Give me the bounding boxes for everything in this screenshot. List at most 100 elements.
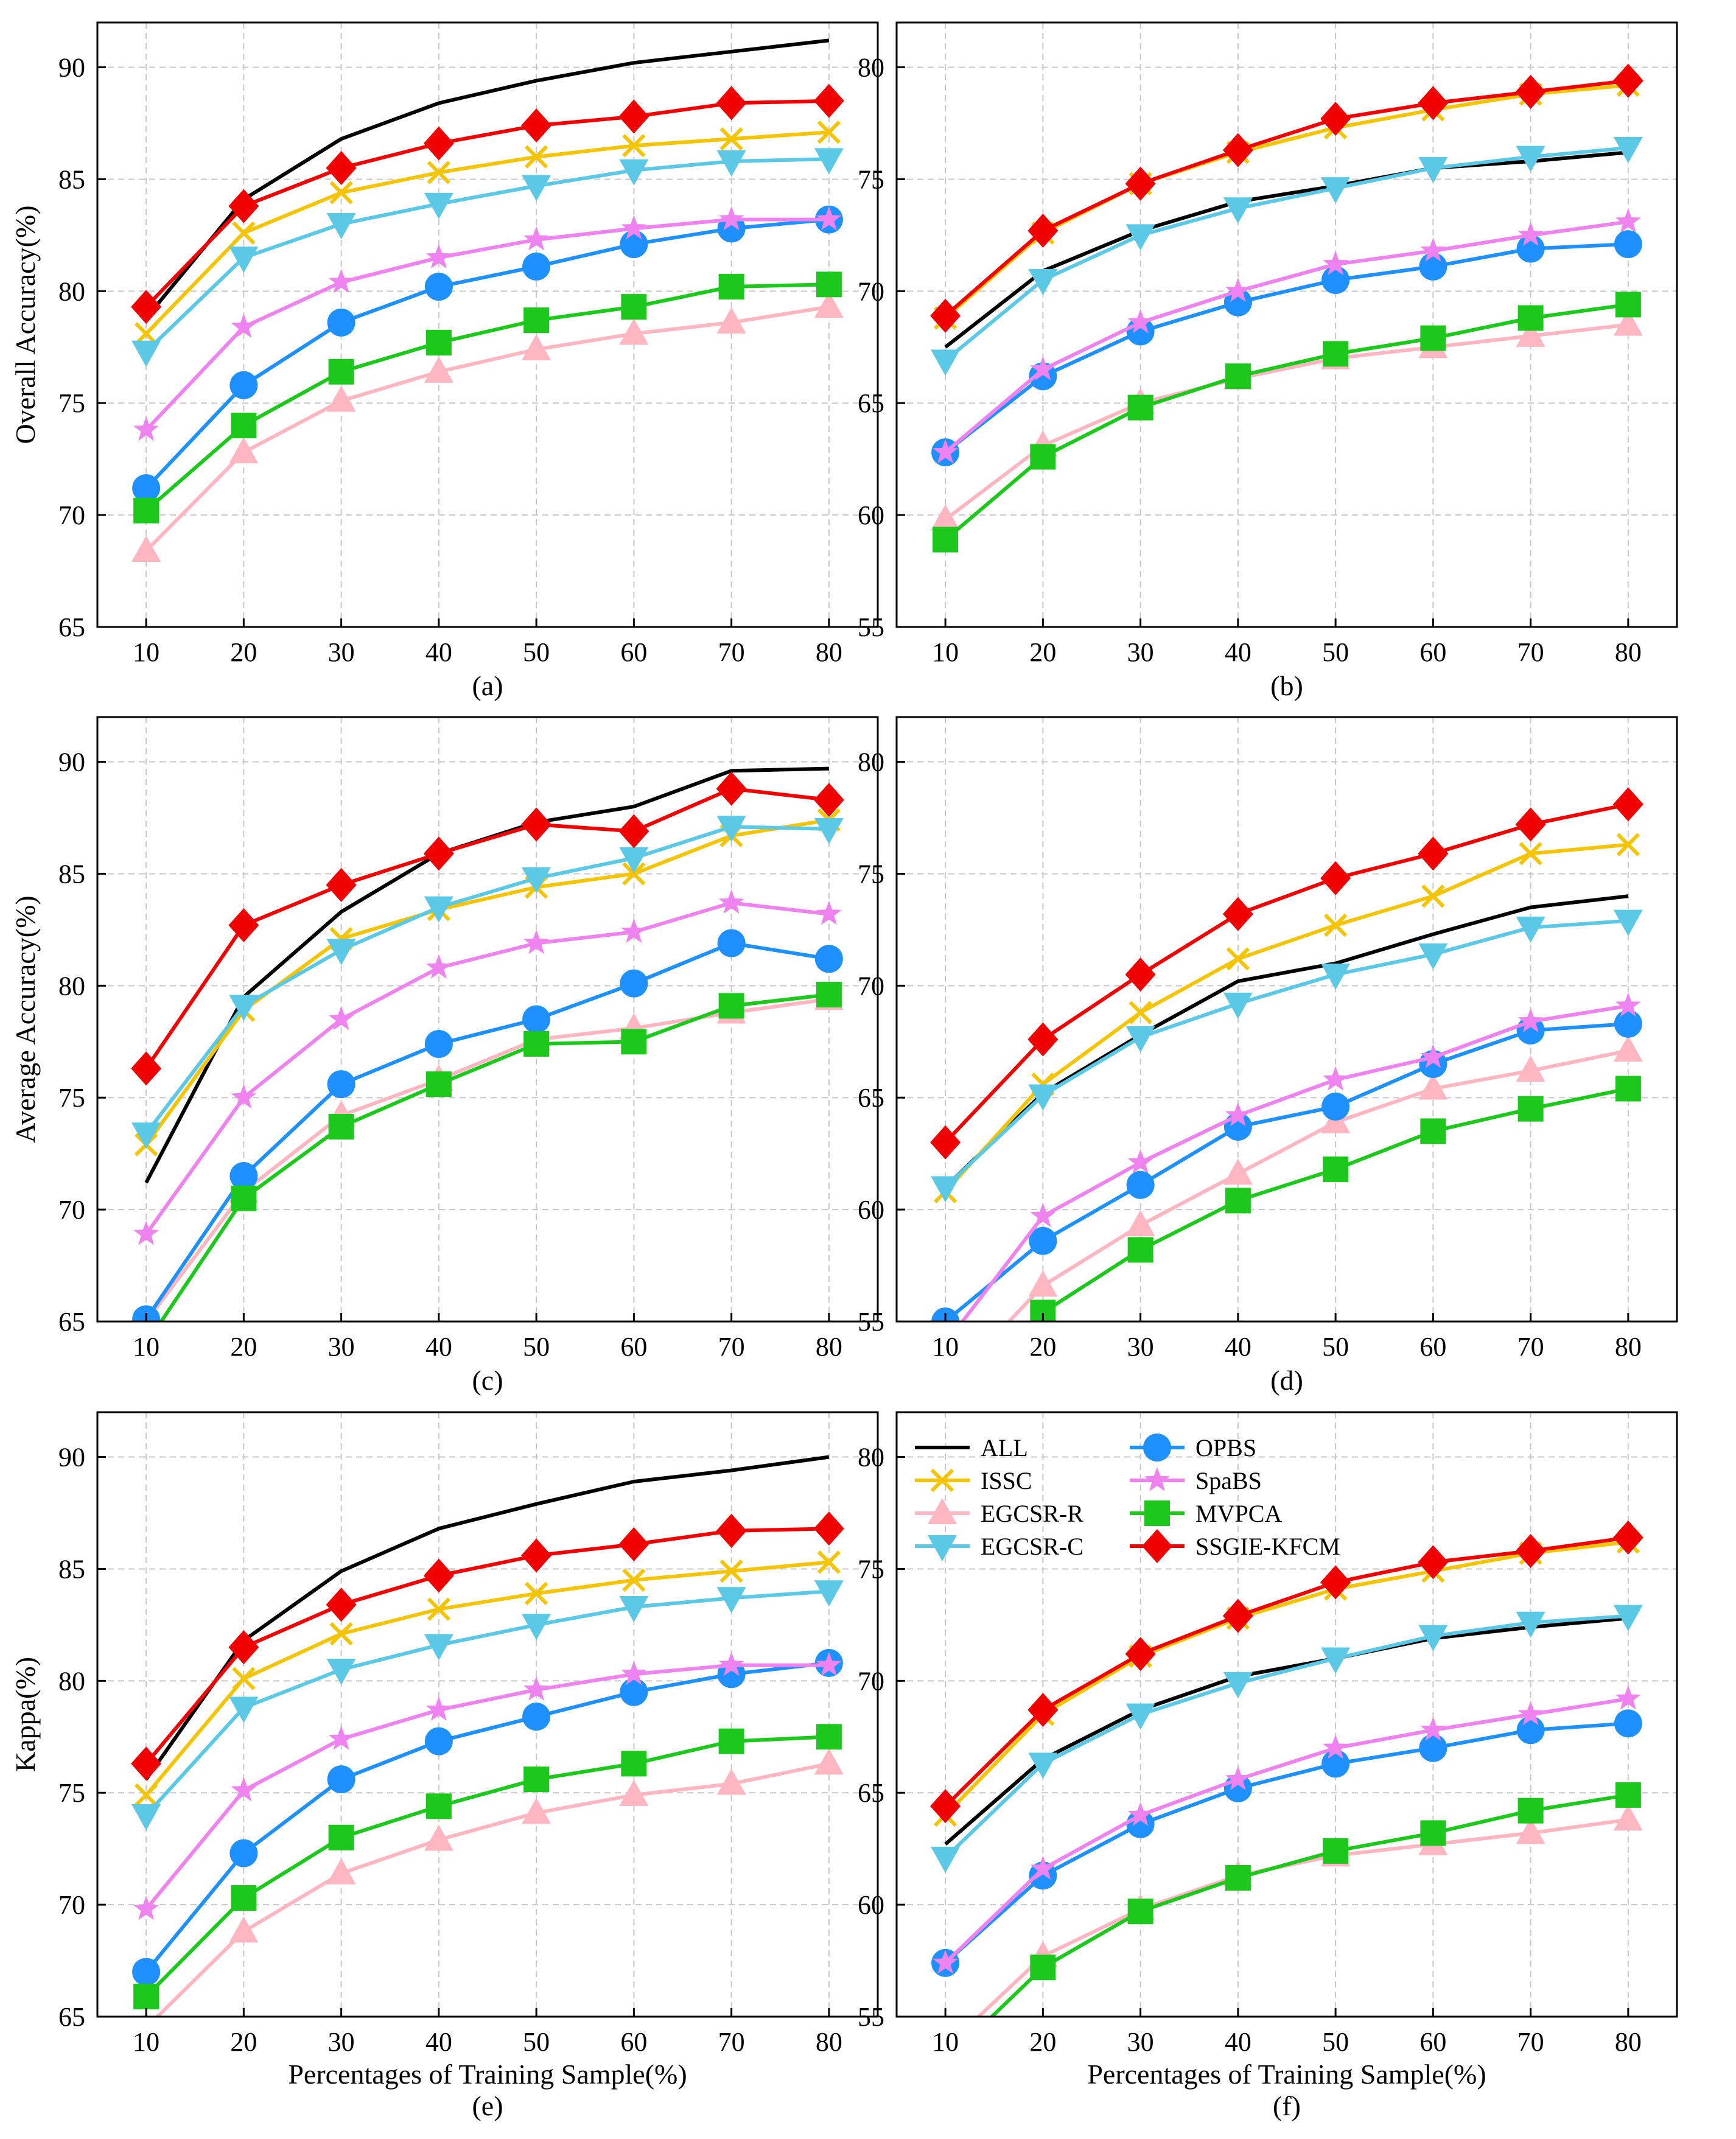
axes-frame [895,1411,1678,2018]
point-spabs [1127,1149,1153,1174]
x-tick-label: 50 [1322,1332,1349,1362]
point-mvpca [1615,1076,1641,1102]
x-tick-label: 40 [425,637,452,667]
point-egcsr-c [1516,916,1545,943]
point-mvpca [1225,1864,1251,1891]
point-ssgie-kfcm [813,83,844,118]
point-ssgie-kfcm [1515,75,1546,110]
y-tick-label: 80 [58,971,85,1001]
series-mvpca [133,1724,842,2009]
line-ssgie-kfcm [144,786,830,1070]
point-ssgie-kfcm [930,1125,961,1160]
point-ssgie-kfcm [1222,897,1253,931]
point-egcsr-c [619,159,649,186]
point-ssgie-kfcm [326,151,357,186]
point-egcsr-r [1613,1035,1643,1062]
x-tick-label: 80 [1615,1332,1642,1362]
point-issc [817,1550,841,1574]
x-tick-label: 30 [1127,2027,1154,2057]
point-mvpca [1323,1838,1349,1864]
point-opbs [1321,265,1350,294]
point-ssgie-kfcm [1125,1637,1156,1672]
x-tick-label: 40 [1225,637,1251,667]
series-issc [934,1530,1640,1827]
point-ssgie-kfcm [930,1789,961,1824]
y-tick-label: 80 [858,1443,884,1472]
legend-item-ssgie-kfcm: SSGIE-KFCM [1130,1529,1340,1563]
point-opbs [1321,1749,1350,1778]
panel-f: 10 20 30 40 50 60 70 80 55 60 65 70 75 80 Percentages … [858,1411,1678,2121]
plot-area [930,787,1643,1322]
point-ssgie-kfcm [1418,836,1449,871]
point-egcsr-r [1125,1210,1155,1236]
point-mvpca [718,273,744,299]
line-opbs [944,1021,1629,1322]
line-mvpca [944,303,1629,541]
line-egcsr-r [155,1762,830,2017]
point-ssgie-kfcm [1515,1534,1546,1569]
legend-marker [928,1535,957,1561]
point-egcsr-c [931,1846,961,1873]
point-mvpca [1127,394,1153,421]
point-opbs [620,969,648,998]
line-egcsr-c [944,146,1629,362]
x-tick-label: 60 [620,2027,647,2057]
point-spabs [1225,1102,1251,1127]
series-all [944,894,1629,1189]
point-spabs [328,268,354,293]
series-issc [135,121,841,346]
point-egcsr-r [326,1858,356,1885]
point-egcsr-c [1028,1084,1058,1111]
line-opbs [944,1721,1629,1964]
point-ssgie-kfcm [423,126,454,161]
point-issc [135,1783,158,1807]
point-egcsr-c [522,867,551,894]
y-tick-label: 85 [58,164,85,194]
point-spabs [1030,356,1056,380]
plot-area [131,38,844,562]
point-opbs [620,1678,648,1706]
legend-label: ALL [981,1434,1028,1462]
point-issc [1129,1001,1152,1024]
point-egcsr-c [424,192,453,219]
point-spabs [1615,1685,1641,1710]
point-mvpca [231,1185,257,1211]
panel-a: 10 20 30 40 50 60 70 80 65 70 75 80 85 90 Overall Accu… [10,21,879,701]
y-tick-label: 55 [858,1307,884,1337]
y-tick-label: 65 [58,612,85,642]
series-egcsr-r [131,292,844,562]
point-mvpca [1030,444,1056,470]
point-egcsr-c [814,817,844,844]
y-axis-label: Average Accuracy(%) [10,895,41,1143]
series-egcsr-r [138,984,844,1322]
legend-label: SpaBS [1195,1467,1262,1494]
y-tick-label: 65 [858,1778,884,1808]
series-mvpca [989,1782,1641,2017]
point-spabs [1420,237,1446,262]
point-mvpca [1517,1096,1544,1122]
panel-e: 10 20 30 40 50 60 70 80 65 70 75 80 85 90 Kappa(%) Perc… [10,1411,879,2121]
point-ssgie-kfcm [1320,102,1351,136]
x-tick-label: 10 [932,2027,959,2057]
point-spabs [133,1220,159,1245]
point-egcsr-c [131,340,161,367]
point-spabs [718,889,744,914]
point-issc [525,145,548,169]
line-all [144,1455,830,1780]
legend-item-all: ALL [915,1434,1028,1462]
point-mvpca [1420,1820,1446,1846]
point-issc [427,1597,450,1621]
line-opbs [144,217,830,490]
point-ssgie-kfcm [1418,86,1449,121]
point-ssgie-kfcm [1222,133,1253,167]
x-tick-label: 80 [816,1332,842,1362]
point-spabs [1127,309,1153,334]
x-tick-label: 20 [230,637,257,667]
legend-label: EGCSR-R [981,1500,1083,1527]
legend-marker [928,1498,957,1524]
y-tick-label: 65 [858,1083,884,1113]
x-tick-label: 60 [620,1332,647,1362]
panel-b: 10 20 30 40 50 60 70 80 55 60 65 70 75 80 (b) [858,21,1678,701]
point-spabs [621,1661,647,1686]
